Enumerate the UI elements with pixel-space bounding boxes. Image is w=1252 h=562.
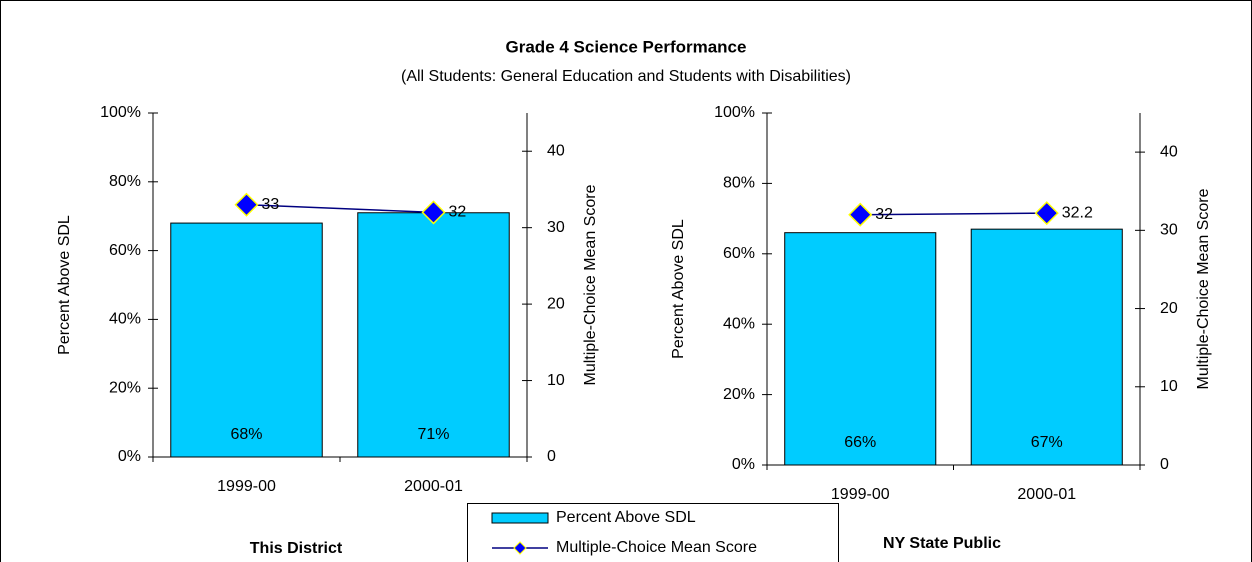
y2-tick-label: 40 xyxy=(1160,143,1178,160)
legend-swatch xyxy=(491,512,549,524)
y-tick-label: 80% xyxy=(109,173,141,190)
legend-label: Percent Above SDL xyxy=(556,509,696,526)
y-tick-label: 80% xyxy=(723,175,755,192)
bar-value-label: 66% xyxy=(844,434,876,451)
legend: Percent Above SDL Multiple-Choice Mean S… xyxy=(467,503,839,562)
line-marker xyxy=(848,202,873,227)
y2-tick-label: 30 xyxy=(547,219,565,236)
x-tick-label: 2000-01 xyxy=(404,478,463,495)
y2-tick-label: 20 xyxy=(547,295,565,312)
line-marker xyxy=(234,192,259,217)
line-value-label: 32 xyxy=(875,206,893,223)
y-tick-label: 40% xyxy=(109,311,141,328)
chart-title: Grade 4 Science Performance xyxy=(506,37,747,56)
bar-value-label: 67% xyxy=(1031,434,1063,451)
chart-label: NY State Public xyxy=(883,535,1001,552)
legend-marker xyxy=(513,541,527,555)
y-tick-label: 60% xyxy=(109,242,141,259)
bar xyxy=(357,212,510,458)
bar xyxy=(170,222,323,458)
bar xyxy=(784,232,937,466)
y2-tick-label: 0 xyxy=(547,448,556,465)
y-axis-label: Percent Above SDL xyxy=(56,215,73,355)
x-tick-label: 1999-00 xyxy=(217,478,276,495)
y-axis-label: Percent Above SDL xyxy=(670,219,687,359)
bar-value-label: 68% xyxy=(230,426,262,443)
y-tick-label: 60% xyxy=(723,245,755,262)
y2-tick-label: 20 xyxy=(1160,300,1178,317)
y2-axis-label: Multiple-Choice Mean Score xyxy=(582,184,599,385)
y2-tick-label: 10 xyxy=(547,372,565,389)
line-value-label: 33 xyxy=(262,196,280,213)
legend-label: Multiple-Choice Mean Score xyxy=(556,539,757,556)
y2-tick-label: 40 xyxy=(547,142,565,159)
y-tick-label: 40% xyxy=(723,315,755,332)
y2-tick-label: 0 xyxy=(1160,456,1169,473)
y-tick-label: 20% xyxy=(109,379,141,396)
line-value-label: 32 xyxy=(449,204,467,221)
chart-label: This District xyxy=(250,540,343,557)
y2-tick-label: 30 xyxy=(1160,222,1178,239)
y2-axis-label: Multiple-Choice Mean Score xyxy=(1195,188,1212,389)
x-tick-label: 1999-00 xyxy=(831,486,890,503)
y-tick-label: 100% xyxy=(100,104,141,121)
y-tick-label: 20% xyxy=(723,386,755,403)
line-marker xyxy=(421,200,446,225)
x-tick-label: 2000-01 xyxy=(1017,486,1076,503)
y-tick-label: 0% xyxy=(732,456,755,473)
y-tick-label: 100% xyxy=(714,104,755,121)
line-value-label: 32.2 xyxy=(1062,204,1093,221)
bar xyxy=(970,228,1123,466)
bar-value-label: 71% xyxy=(417,426,449,443)
y-tick-label: 0% xyxy=(118,448,141,465)
line xyxy=(246,203,434,214)
line xyxy=(860,212,1047,216)
y2-tick-label: 10 xyxy=(1160,378,1178,395)
line-marker xyxy=(1034,201,1059,226)
chart-subtitle: (All Students: General Education and Stu… xyxy=(401,68,851,85)
